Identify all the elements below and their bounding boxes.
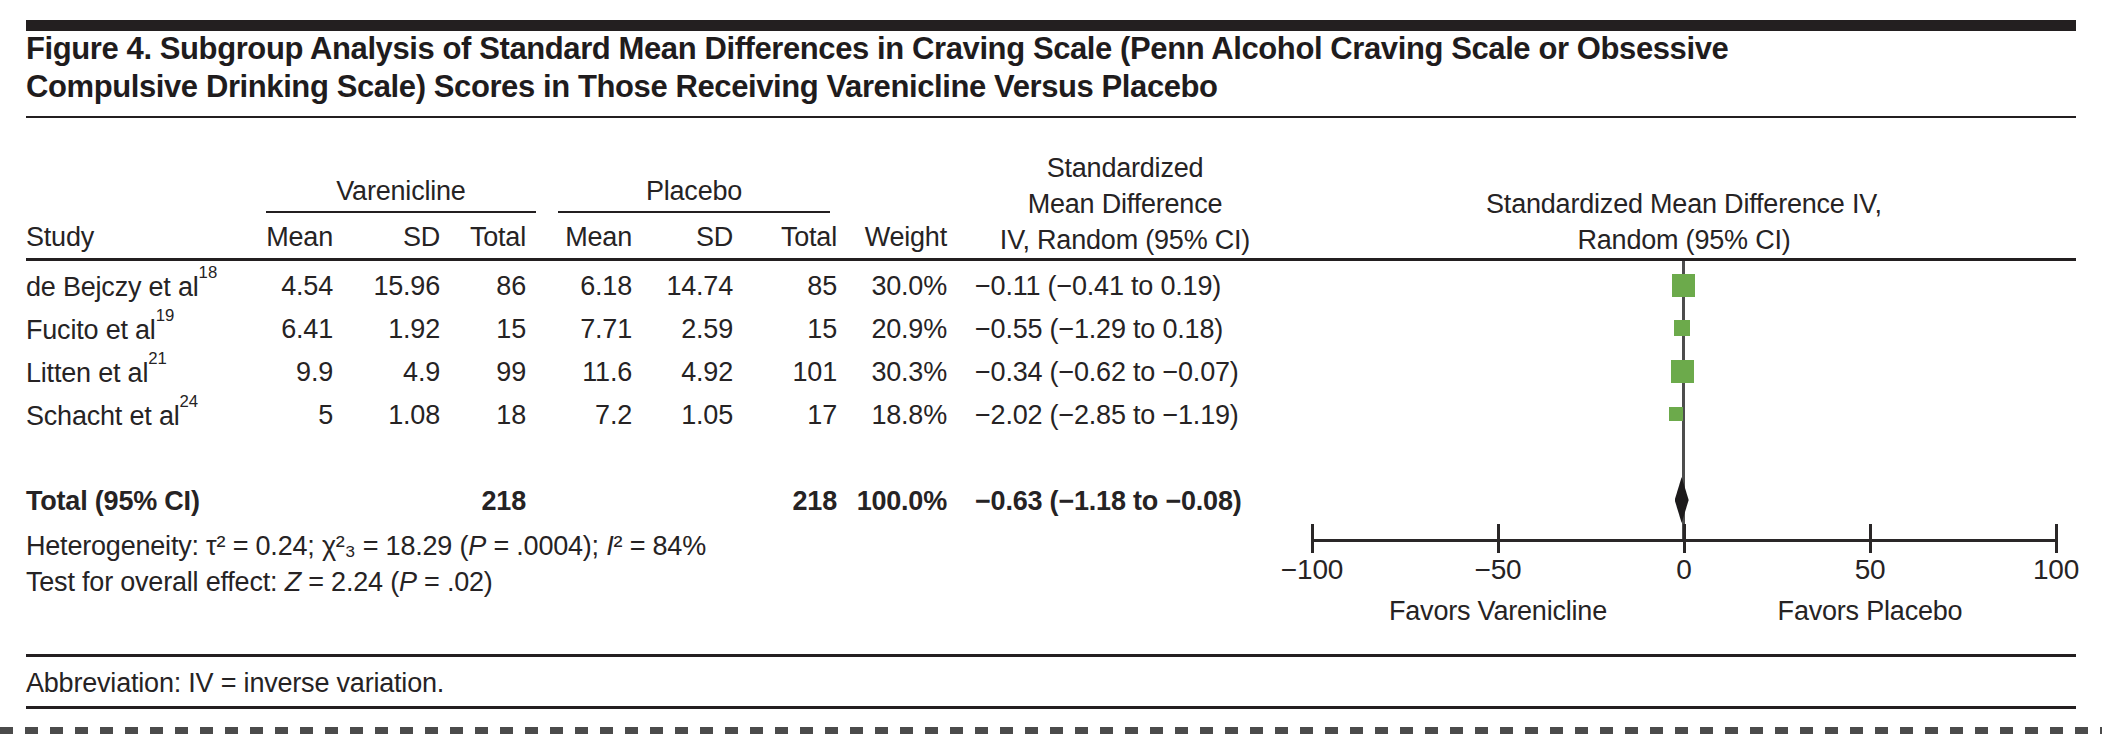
weight-value: 30.3% — [871, 357, 947, 388]
varenicline-sd: 1.92 — [388, 314, 440, 345]
study-name: de Bejczy et al18 — [26, 271, 217, 303]
axis-tick-label: −100 — [1252, 554, 1372, 586]
column-header-varenicline-sd: SD — [403, 222, 440, 253]
column-header-placebo-total: Total — [781, 222, 837, 253]
header-divider — [26, 258, 2076, 261]
placebo-total: 85 — [807, 271, 837, 302]
figure-title: Figure 4. Subgroup Analysis of Standard … — [26, 30, 2026, 106]
figure-title-line1: Figure 4. Subgroup Analysis of Standard … — [26, 30, 2026, 68]
placebo-sd: 2.59 — [681, 314, 733, 345]
varenicline-grand-total: 218 — [482, 486, 526, 517]
axis-tick-label: 0 — [1624, 554, 1744, 586]
footnote-divider-bottom — [26, 706, 2076, 709]
axis-tick — [1497, 524, 1500, 553]
placebo-total: 17 — [807, 400, 837, 431]
weight-value: 18.8% — [871, 400, 947, 431]
varenicline-total: 15 — [496, 314, 526, 345]
plot-header-line1: Standardized Mean Difference IV, — [1434, 186, 1934, 222]
placebo-mean: 7.2 — [595, 400, 632, 431]
axis-tick — [2055, 524, 2058, 553]
column-header-placebo-sd: SD — [696, 222, 733, 253]
reference-superscript: 18 — [199, 263, 218, 282]
study-name: Schacht et al24 — [26, 400, 198, 432]
column-header-smd: Standardized Mean Difference IV, Random … — [975, 150, 1275, 258]
table-row: Litten et al21 9.9 4.9 99 11.6 4.92 101 … — [0, 357, 2102, 385]
table-row: de Bejczy et al18 4.54 15.96 86 6.18 14.… — [0, 271, 2102, 299]
study-name: Fucito et al19 — [26, 314, 174, 346]
forest-plot-figure: Figure 4. Subgroup Analysis of Standard … — [0, 0, 2102, 734]
weight-value: 30.0% — [871, 271, 947, 302]
plot-header: Standardized Mean Difference IV, Random … — [1434, 186, 1934, 258]
group-underline-varenicline — [266, 211, 536, 213]
placebo-sd: 14.74 — [666, 271, 733, 302]
total-smd-ci: −0.63 (−1.18 to −0.08) — [975, 486, 1242, 517]
overall-effect-test: Test for overall effect: Z = 2.24 (P = .… — [26, 567, 493, 598]
study-effect-marker — [1672, 274, 1695, 297]
varenicline-mean: 9.9 — [296, 357, 333, 388]
group-underline-placebo — [558, 211, 830, 213]
total-label: Total (95% CI) — [26, 486, 200, 517]
axis-tick-label: −50 — [1438, 554, 1558, 586]
placebo-sd: 1.05 — [681, 400, 733, 431]
placebo-grand-total: 218 — [793, 486, 837, 517]
axis-tick-label: 50 — [1810, 554, 1930, 586]
pooled-estimate-diamond — [1675, 477, 1689, 523]
favors-varenicline-label: Favors Varenicline — [1348, 596, 1648, 627]
placebo-mean: 6.18 — [580, 271, 632, 302]
column-header-varenicline-mean: Mean — [266, 222, 333, 253]
smd-header-line1: Standardized — [975, 150, 1275, 186]
total-row: Total (95% CI) 218 218 100.0% −0.63 (−1.… — [0, 486, 2102, 514]
smd-ci-value: −0.55 (−1.29 to 0.18) — [975, 314, 1223, 345]
table-row: Schacht et al24 5 1.08 18 7.2 1.05 17 18… — [0, 400, 2102, 428]
smd-ci-value: −0.11 (−0.41 to 0.19) — [975, 271, 1221, 302]
group-header-placebo: Placebo — [558, 176, 830, 207]
column-header-placebo-mean: Mean — [565, 222, 632, 253]
abbreviation-note: Abbreviation: IV = inverse variation. — [26, 668, 444, 699]
group-header-varenicline: Varenicline — [266, 176, 536, 207]
smd-header-line3: IV, Random (95% CI) — [975, 222, 1275, 258]
axis-tick — [1683, 524, 1686, 553]
column-header-varenicline-total: Total — [470, 222, 526, 253]
placebo-total: 15 — [807, 314, 837, 345]
placebo-total: 101 — [793, 357, 837, 388]
axis-tick-label: 100 — [1996, 554, 2102, 586]
column-header-weight: Weight — [865, 222, 947, 253]
study-effect-marker — [1671, 360, 1694, 383]
figure-title-line2: Compulsive Drinking Scale) Scores in Tho… — [26, 68, 2026, 106]
varenicline-sd: 15.96 — [373, 271, 440, 302]
favors-placebo-label: Favors Placebo — [1720, 596, 2020, 627]
smd-ci-value: −0.34 (−0.62 to −0.07) — [975, 357, 1239, 388]
reference-superscript: 19 — [156, 306, 175, 325]
study-effect-marker — [1669, 407, 1683, 421]
varenicline-sd: 4.9 — [403, 357, 440, 388]
placebo-sd: 4.92 — [681, 357, 733, 388]
plot-header-line2: Random (95% CI) — [1434, 222, 1934, 258]
smd-header-line2: Mean Difference — [975, 186, 1275, 222]
study-effect-marker — [1674, 320, 1690, 336]
axis-tick — [1869, 524, 1872, 553]
weight-value: 20.9% — [871, 314, 947, 345]
study-name: Litten et al21 — [26, 357, 167, 389]
reference-superscript: 24 — [180, 392, 199, 411]
footnote-divider-top — [26, 654, 2076, 657]
reference-superscript: 21 — [148, 349, 167, 368]
varenicline-sd: 1.08 — [388, 400, 440, 431]
placebo-mean: 11.6 — [582, 357, 632, 388]
total-weight: 100.0% — [857, 486, 947, 517]
heterogeneity-statistics: Heterogeneity: τ² = 0.24; χ²₃ = 18.29 (P… — [26, 531, 706, 562]
axis-tick — [1311, 524, 1314, 553]
table-row: Fucito et al19 6.41 1.92 15 7.71 2.59 15… — [0, 314, 2102, 342]
smd-ci-value: −2.02 (−2.85 to −1.19) — [975, 400, 1239, 431]
varenicline-mean: 6.41 — [281, 314, 333, 345]
varenicline-total: 86 — [496, 271, 526, 302]
varenicline-total: 18 — [496, 400, 526, 431]
varenicline-mean: 4.54 — [281, 271, 333, 302]
title-divider — [26, 116, 2076, 118]
column-header-study: Study — [26, 222, 94, 253]
varenicline-total: 99 — [496, 357, 526, 388]
placebo-mean: 7.71 — [580, 314, 632, 345]
page-edge-tick-marks — [0, 727, 2102, 734]
varenicline-mean: 5 — [318, 400, 333, 431]
